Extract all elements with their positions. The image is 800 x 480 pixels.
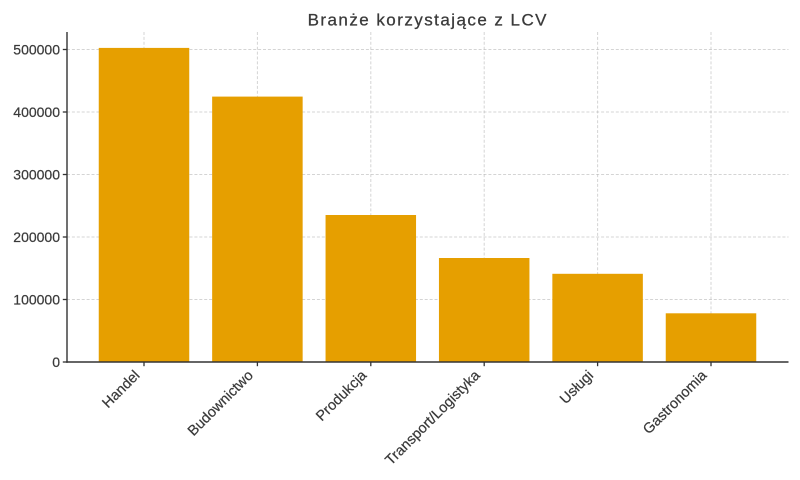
svg-text:300000: 300000 — [13, 166, 60, 182]
svg-text:100000: 100000 — [13, 291, 60, 307]
svg-text:400000: 400000 — [13, 104, 60, 120]
svg-text:200000: 200000 — [13, 229, 60, 245]
svg-text:0: 0 — [52, 354, 60, 370]
svg-text:Branże korzystające z LCV: Branże korzystające z LCV — [308, 11, 548, 30]
svg-text:500000: 500000 — [13, 41, 60, 57]
